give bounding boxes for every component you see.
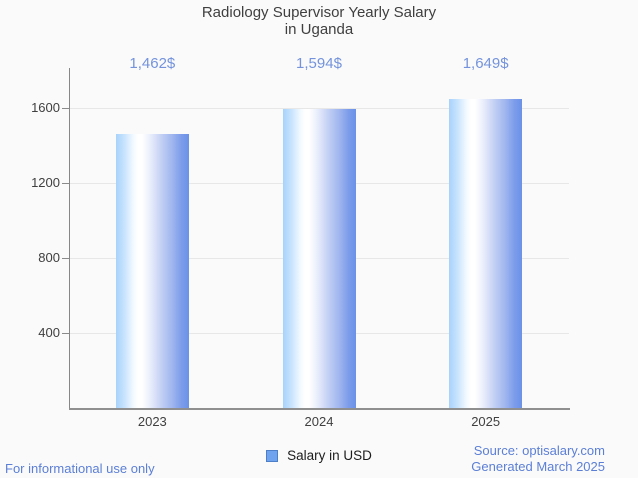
legend: Salary in USD (0, 448, 638, 463)
bar-2025[interactable] (449, 99, 523, 408)
gridline (70, 108, 569, 109)
legend-swatch-icon (266, 449, 279, 462)
y-axis-tick-label: 400 (38, 325, 60, 340)
chart-title-line2: in Uganda (284, 21, 354, 38)
bar-value-label: 1,594$ (296, 55, 342, 72)
disclaimer-text: For informational use only (5, 461, 155, 476)
y-axis-tick (62, 183, 69, 184)
y-axis-tick-label: 800 (38, 250, 60, 265)
x-axis-label: 2025 (471, 414, 501, 429)
bar-value-label: 1,462$ (129, 55, 176, 72)
chart-title-line1: Radiology Supervisor Yearly Salary (201, 4, 437, 21)
generated-date: Generated March 2025 (471, 459, 605, 474)
x-axis-label: 2024 (304, 414, 334, 429)
source-link[interactable]: Source: optisalary.com (473, 443, 605, 458)
y-axis-line (69, 68, 70, 408)
legend-label: Salary in USD (287, 448, 372, 463)
x-axis-label: 2023 (137, 414, 167, 429)
bar-2024[interactable] (282, 109, 356, 408)
bar-2023[interactable] (115, 134, 189, 408)
footer-source-block: Source: optisalary.com Generated March 2… (471, 443, 605, 475)
y-axis-tick-label: 1600 (31, 100, 60, 115)
chart-title: Radiology Supervisor Yearly Salary in Ug… (0, 4, 638, 38)
y-axis-tick (62, 108, 69, 109)
y-axis-tick (62, 333, 69, 334)
y-axis-tick (62, 258, 69, 259)
y-axis-tick-label: 1200 (31, 175, 60, 190)
bar-value-label: 1,649$ (462, 55, 509, 72)
x-axis-line (69, 408, 570, 410)
